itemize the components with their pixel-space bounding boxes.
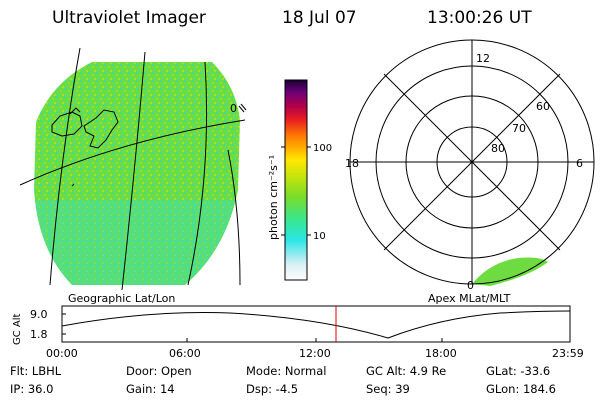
geo-edge-label: 0 [230,102,237,115]
time-label: 13:00:26 UT [427,8,532,28]
info-glat: GLat: -33.6 [486,364,551,378]
coastline [51,107,119,187]
instrument-title: Ultraviolet Imager [52,8,206,28]
info-gc-alt: GC Alt: 4.9 Re [366,364,447,378]
info-seq: Seq: 39 [366,382,410,396]
altitude-plot: 9.0 1.8 GC Alt 00:00 06:00 12:00 18:00 2… [12,305,584,360]
info-ip: IP: 36.0 [10,382,54,396]
polar-panel-label: Apex MLat/MLT [428,292,511,305]
mlt-12-label: 12 [476,52,490,65]
info-dsp: Dsp: -4.5 [246,382,299,396]
colorbar: 100 10 photon cm⁻²s⁻¹ [267,79,332,281]
alt-tick-low: 1.8 [30,328,48,341]
info-gain: Gain: 14 [126,382,175,396]
colorbar-unit-label: photon cm⁻²s⁻¹ [267,155,280,240]
info-mode: Mode: Normal [246,364,327,378]
mlt-18-label: 18 [345,157,359,170]
alt-tick-high: 9.0 [30,308,48,321]
colorbar-tick-10: 10 [313,231,326,242]
mlat-80-label: 80 [491,142,505,155]
alt-ylabel: GC Alt [12,313,23,345]
uv-image-disk [34,62,240,285]
info-glon: GLon: 184.6 [486,382,556,396]
info-filter: Flt: LBHL [10,364,62,378]
colorbar-tick-100: 100 [313,143,332,154]
xtick-2359: 23:59 [552,347,584,360]
xtick-0600: 06:00 [169,347,201,360]
polar-mlat-mlt-plot: 12 18 6 0 60 70 80 [345,39,595,292]
geo-grid [19,47,246,291]
mlat-70-label: 70 [512,122,526,135]
xtick-0000: 00:00 [46,347,78,360]
date-label: 18 Jul 07 [282,8,357,28]
info-door: Door: Open [126,364,192,378]
altitude-curve [61,310,571,339]
polar-auroral-data [472,257,548,286]
xtick-1200: 12:00 [299,347,331,360]
geo-panel-label: Geographic Lat/Lon [68,292,175,305]
altitude-plot-frame [61,305,571,343]
mlt-6-label: 6 [576,157,583,170]
mlt-0-label: 0 [467,279,474,292]
xtick-1800: 18:00 [425,347,457,360]
mlat-60-label: 60 [536,100,550,113]
